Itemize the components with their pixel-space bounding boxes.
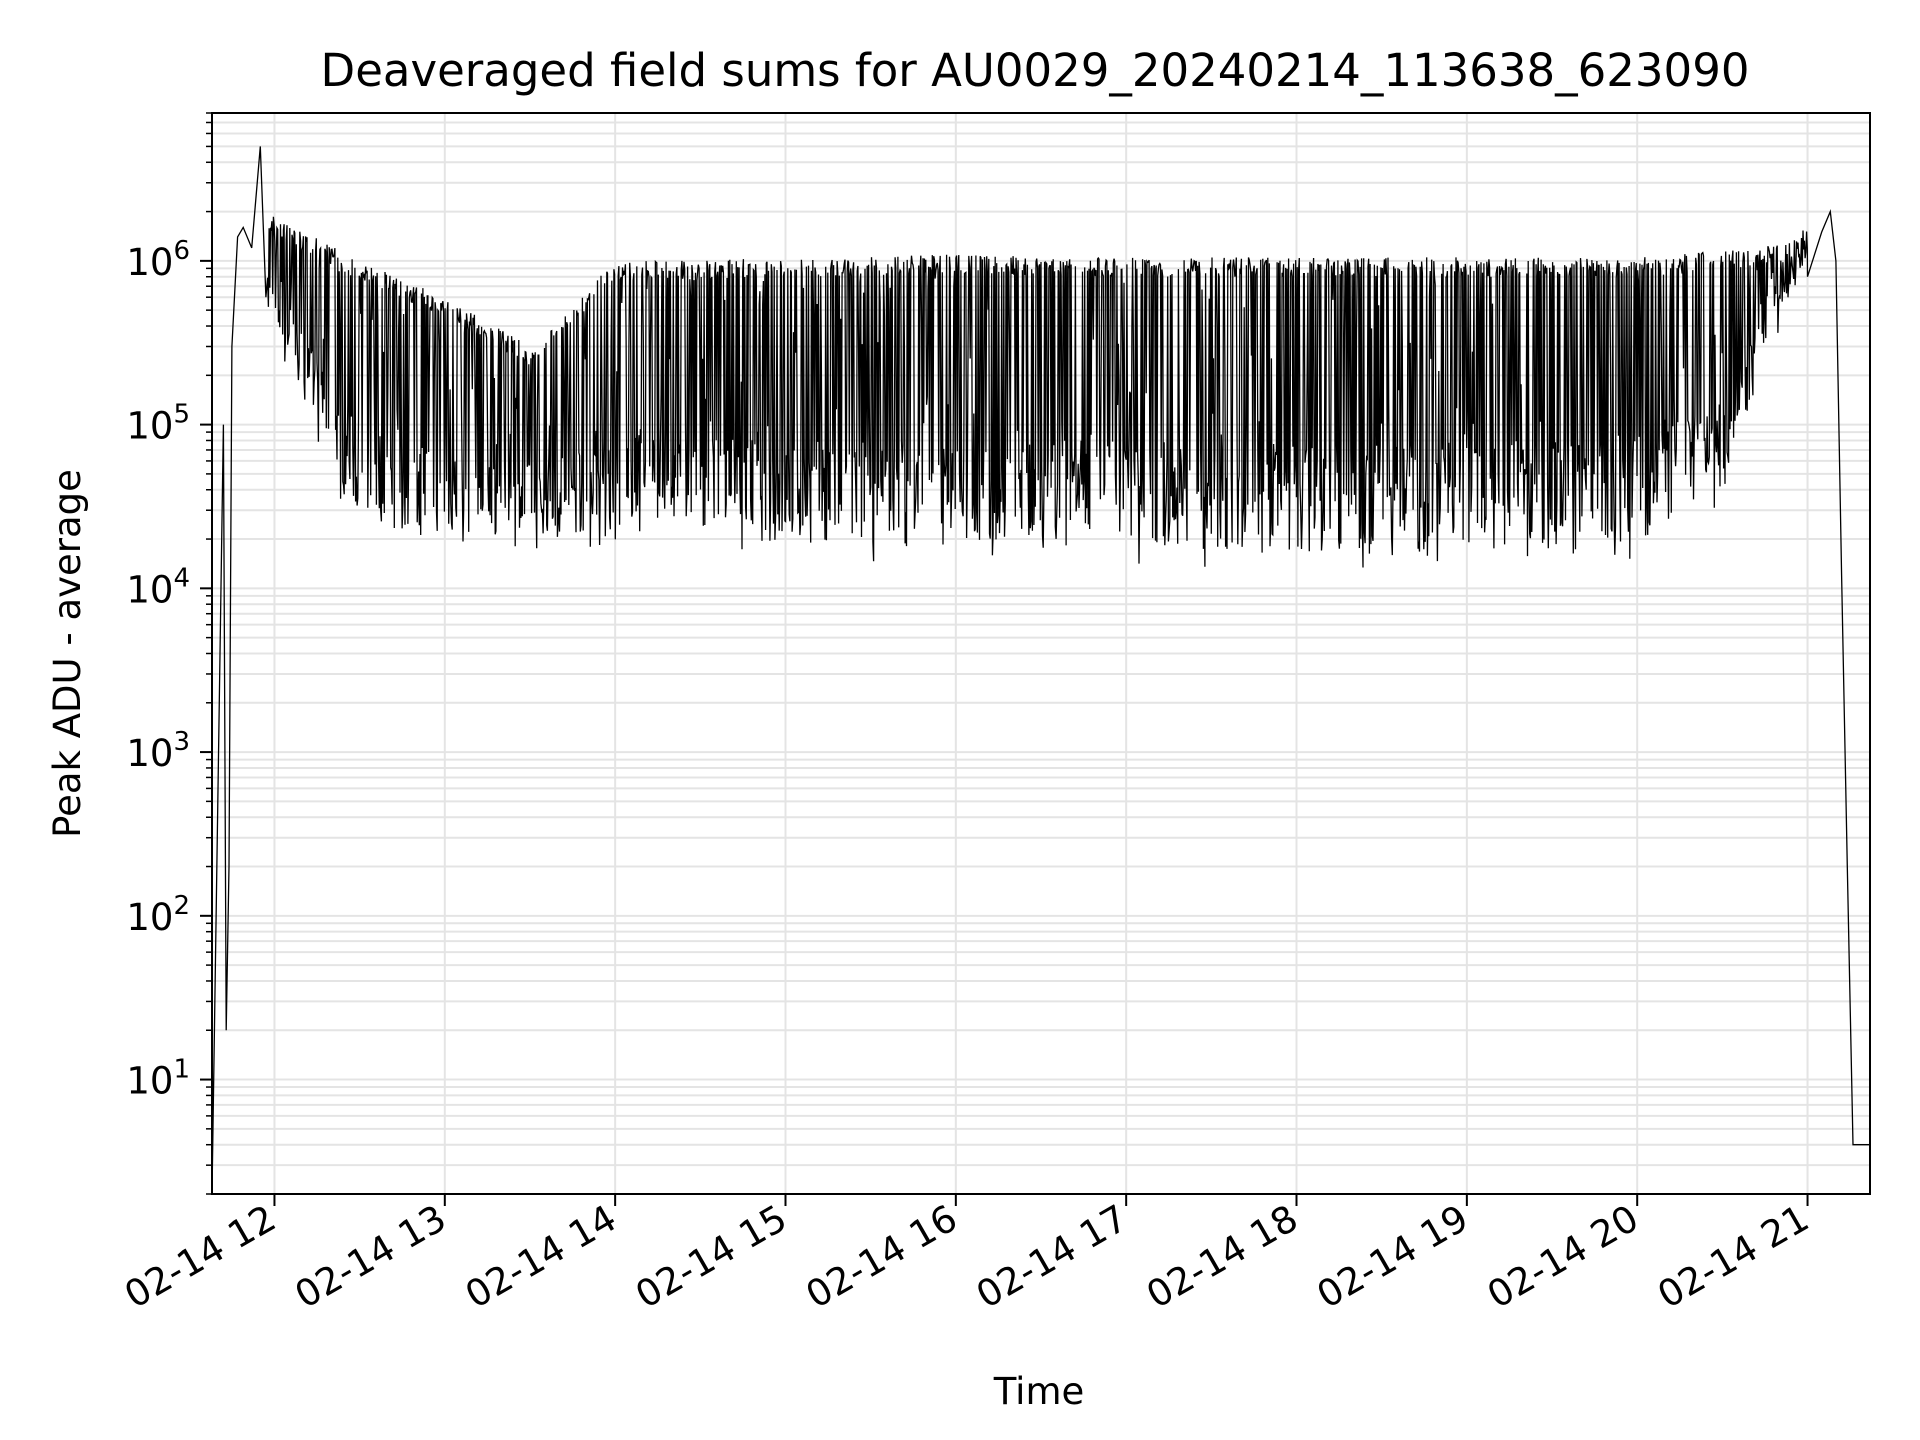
chart-title: Deaveraged field sums for AU0029_2024021…: [321, 44, 1750, 97]
y-tick-label: 106: [126, 236, 190, 284]
x-tick-label: 02-14 16: [799, 1197, 965, 1317]
y-tick-label: 101: [126, 1055, 190, 1103]
x-tick-label: 02-14 19: [1310, 1197, 1476, 1317]
y-tick-label: 104: [126, 563, 190, 611]
x-tick-label: 02-14 12: [117, 1197, 283, 1317]
x-tick-label: 02-14 15: [628, 1197, 794, 1317]
y-axis-label: Peak ADU - average: [46, 469, 89, 838]
x-tick-label: 02-14 17: [969, 1197, 1135, 1317]
x-tick-label: 02-14 14: [458, 1197, 624, 1317]
y-tick-label: 102: [126, 891, 190, 939]
y-tick-label: 103: [126, 727, 190, 775]
y-tick-label: 105: [126, 400, 190, 448]
x-axis-label: Time: [993, 1370, 1085, 1413]
x-tick-label: 02-14 21: [1650, 1197, 1816, 1317]
x-tick-label: 02-14 20: [1480, 1197, 1646, 1317]
x-tick-label: 02-14 13: [288, 1197, 454, 1317]
x-tick-label: 02-14 18: [1139, 1197, 1305, 1317]
series-layer: [212, 146, 1870, 1194]
series-line: [212, 146, 1870, 1194]
